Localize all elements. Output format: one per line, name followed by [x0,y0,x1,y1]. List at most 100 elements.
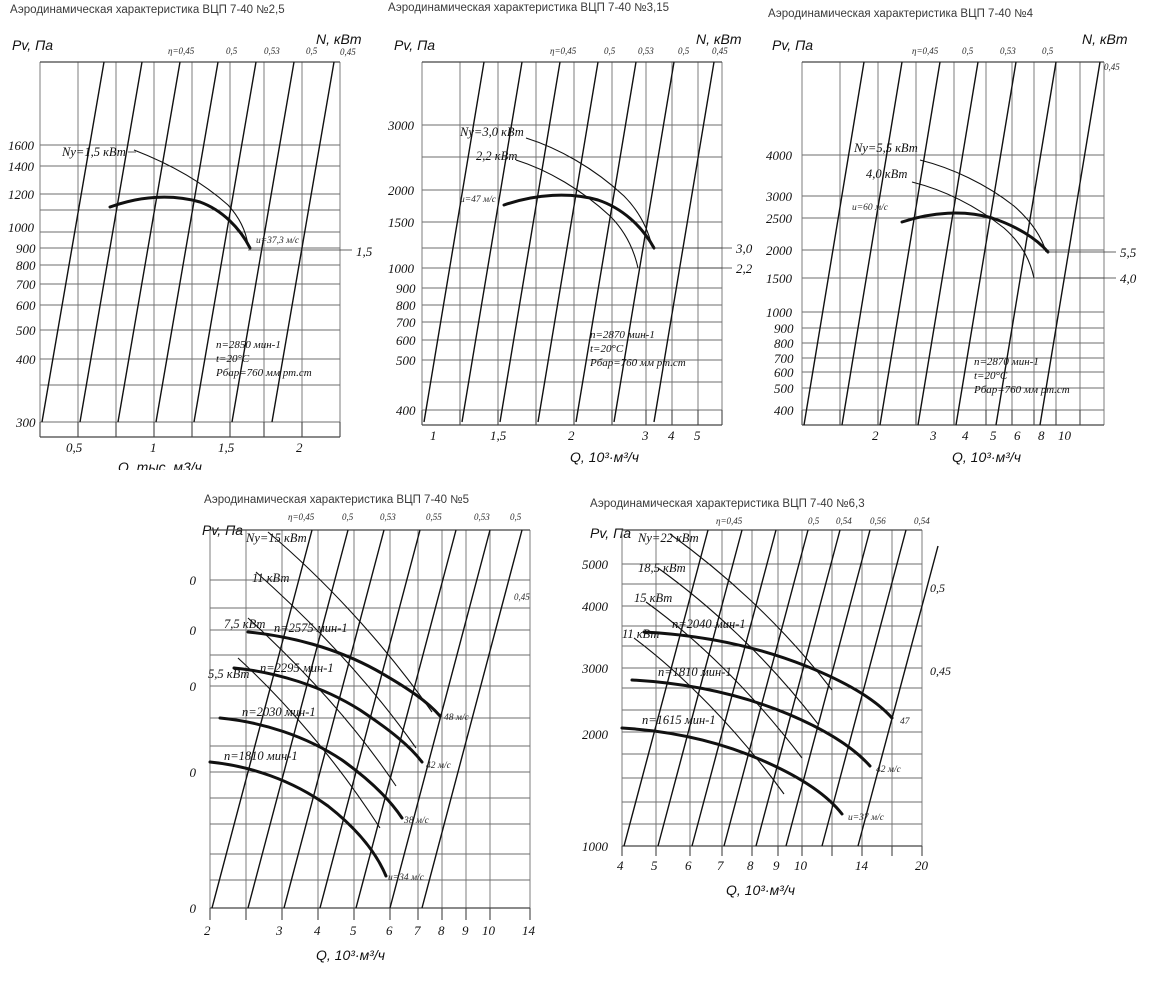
y-tick-labels-4: 5000 4000 3000 2000 1000 [190,573,197,916]
eta-label-4-0: η=0,45 [288,512,315,522]
x-tick-1-1: 1 [150,440,157,455]
chart-panel-1: Аэродинамическая характеристика ВЦП 7-40… [0,0,380,470]
chart-svg-3: Pv, Па N, кВт η=0,45 0,5 0,53 0,5 0,45 [760,0,1152,470]
x-tick-5-0: 4 [617,858,624,873]
y-tick-5-1: 4000 [582,599,609,614]
eta-label-5-4: 0,54 [914,516,930,526]
perf-curve-2030 [218,716,404,820]
eta-label-5-2: 0,54 [836,516,852,526]
x-tick-3-0: 2 [872,428,879,443]
speed-label-3-0: u=60 м/с [852,203,889,213]
power-label-5-1: 18,5 кВт [638,561,686,575]
right-label-1-0: 1,5 [356,244,373,259]
performance-curve-1 [108,195,252,250]
chart-panel-5: Аэродинамическая характеристика ВЦП 7-40… [570,480,990,910]
rpm-label-5-2: n=1615 мин-1 [642,713,716,727]
rpm-label-4-0: n=2575 мин-1 [274,621,348,635]
speed-label-4-3: u=34 м/с [388,873,425,883]
plot-grid-3 [801,61,1105,426]
y-tick-3-3: 2000 [766,243,793,258]
y-tick-3-10: 500 [774,381,794,396]
plot-grid-1 [39,61,341,438]
eta-label-5-1: 0,5 [808,516,820,526]
condition-3-0: n=2870 мин-1 [974,356,1039,368]
eta-label-5-0: η=0,45 [716,516,743,526]
y-tick-2-1: 2000 [388,183,415,198]
x-tick-3-2: 4 [962,428,969,443]
perf-curve-2040 [642,630,894,720]
y-tick-2-3: 1000 [388,261,415,276]
y-tick-3-1: 3000 [765,189,793,204]
x-tick-2-5: 5 [694,428,701,443]
rpm-label-4-2: n=2030 мин-1 [242,705,316,719]
y-tick-1-7: 600 [16,298,36,313]
y-axis-label-5: Pv, Па [590,525,631,541]
power-curve-1 [133,149,249,246]
y-axis-label-3: Pv, Па [772,37,813,53]
x-tick-4-4: 6 [386,923,393,938]
plot-grid-2 [421,61,723,426]
eta-label-4-5: 0,5 [510,512,522,522]
eta-label-1-2: 0,53 [264,46,280,56]
x-tick-2-1: 1,5 [490,428,507,443]
y-tick-4-1: 4000 [190,623,197,638]
perf-curve-1615 [620,726,844,816]
perf-curve-2575 [246,630,442,718]
y-tick-1-1: 1400 [8,159,35,174]
y-tick-2-7: 600 [396,333,416,348]
chart-svg-5: Pv, Па η=0,45 0,5 0,54 0,56 0,54 [570,480,990,910]
x-tick-3-3: 5 [990,428,997,443]
power-curve-2 [515,137,653,269]
x-tick-4-5: 7 [414,923,421,938]
chart-panel-3: Аэродинамическая характеристика ВЦП 7-40… [760,0,1152,470]
n-axis-label-2: N, кВт [696,31,742,47]
y-tick-4-4: 1000 [190,901,197,916]
y-tick-2-9: 400 [396,403,416,418]
x-tick-1-3: 2 [296,440,303,455]
eta-label-2-4: 0,45 [712,46,728,56]
x-axis-label-4: Q, 10³·м³/ч [316,947,385,963]
chart-title-3: Аэродинамическая характеристика ВЦП 7-40… [768,8,1033,20]
performance-curves-5 [620,630,894,816]
y-tick-2-6: 700 [396,315,416,330]
x-tick-4-2: 4 [314,923,321,938]
y-tick-1-3: 1000 [8,220,35,235]
rpm-label-5-1: n=1810 мин-1 [658,665,732,679]
y-tick-3-9: 600 [774,365,794,380]
efficiency-rays-1 [41,61,335,423]
x-tick-2-4: 4 [668,428,675,443]
power-curve-3 [911,159,1047,279]
chart-panel-4: Аэродинамическая характеристика ВЦП 7-40… [190,480,580,982]
perf-curve-1810 [208,760,388,878]
y-tick-3-0: 4000 [766,148,793,163]
x-tick-labels-2: 1 1,5 2 3 4 5 [430,428,701,443]
right-label-3-0: 5,5 [1120,245,1137,260]
eta-label-2-3: 0,5 [678,46,690,56]
y-tick-5-0: 5000 [582,557,609,572]
eta-label-1-3: 0,5 [306,46,318,56]
eta-label-3-0: η=0,45 [912,46,939,56]
speed-label-5-0: 47 [900,717,911,727]
eta-label-4-3: 0,55 [426,512,442,522]
x-tick-marks-3 [801,410,1081,425]
condition-1-2: Рбар=760 мм рт.ст [215,367,312,379]
x-tick-1-0: 0,5 [66,440,83,455]
power-label-3-1: 4,0 кВт [866,167,907,181]
y-tick-3-7: 800 [774,336,794,351]
condition-1-1: t=20°C [216,353,250,365]
eta-label-5-3: 0,56 [870,516,886,526]
speed-label-5-2: u=37 м/с [848,813,885,823]
rpm-label-5-0: n=2040 мин-1 [672,617,746,631]
x-tick-labels-3: 2 3 4 5 6 8 10 [872,428,1072,443]
x-tick-marks-2 [421,410,723,425]
x-tick-3-6: 10 [1058,428,1072,443]
y-tick-3-8: 700 [774,351,794,366]
x-tick-5-1: 5 [651,858,658,873]
x-tick-5-5: 9 [773,858,780,873]
y-tick-1-6: 700 [16,277,36,292]
y-tick-2-0: 3000 [387,118,415,133]
power-label-4-3: 5,5 кВт [208,667,249,681]
eta-label-4-2: 0,53 [380,512,396,522]
rpm-label-4-1: n=2295 мин-1 [260,661,334,675]
x-tick-4-1: 3 [275,923,283,938]
